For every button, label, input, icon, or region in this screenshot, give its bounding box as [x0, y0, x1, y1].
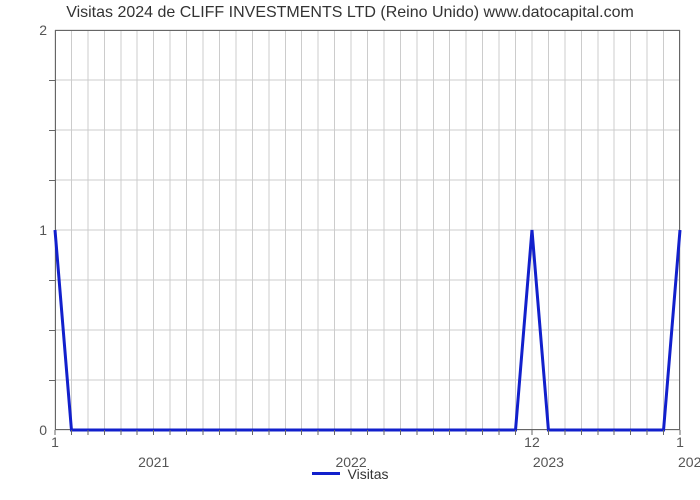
legend: Visitas	[0, 462, 700, 482]
x-tick-label: 12	[524, 434, 540, 450]
legend-swatch	[312, 472, 340, 475]
legend-label: Visitas	[348, 466, 389, 482]
y-tick-label: 2	[39, 22, 47, 38]
y-tick-label: 1	[39, 222, 47, 238]
y-tick-label: 0	[39, 422, 47, 438]
chart-container: Visitas 2024 de CLIFF INVESTMENTS LTD (R…	[0, 0, 700, 500]
x-tick-label: 1	[676, 434, 684, 450]
y-minor-tick	[49, 380, 55, 381]
y-minor-tick	[49, 180, 55, 181]
chart-title: Visitas 2024 de CLIFF INVESTMENTS LTD (R…	[0, 4, 700, 22]
x-tick-label: 1	[51, 434, 59, 450]
y-minor-tick	[49, 330, 55, 331]
y-minor-tick	[49, 130, 55, 131]
y-minor-tick	[49, 280, 55, 281]
y-minor-tick	[49, 80, 55, 81]
legend-item: Visitas	[312, 466, 389, 482]
plot-svg	[55, 30, 680, 430]
plot-area: 0122021202220231121202	[55, 30, 680, 430]
